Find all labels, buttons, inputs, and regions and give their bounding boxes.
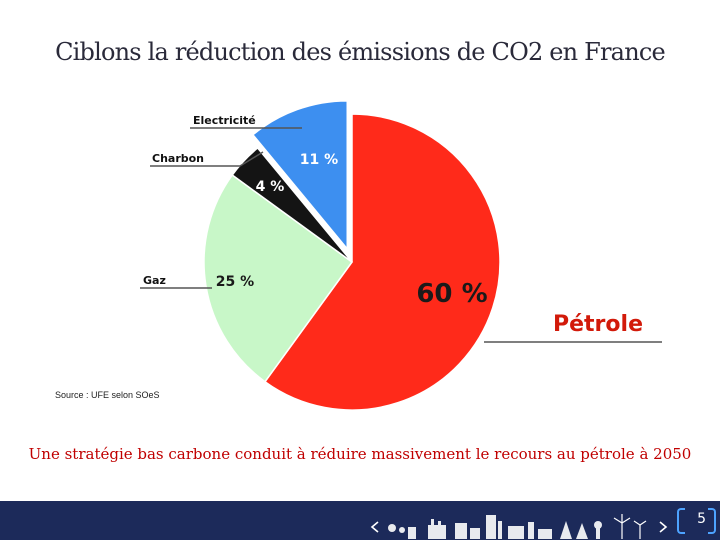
category-label-charbon: Charbon [152, 152, 204, 165]
wind-turbine-icon [613, 514, 647, 539]
page-bracket-right [708, 508, 716, 534]
leader-line-charbon [150, 151, 264, 167]
source-note: Source : UFE selon SOeS [55, 390, 160, 400]
page-bracket-left [677, 508, 685, 534]
pie-chart: 60 % Pétrole 25 % Gaz 4 % Charbon 11 % Electric… [140, 100, 662, 411]
category-label-electricité: Electricité [193, 114, 256, 127]
category-label-pétrole: Pétrole [553, 312, 643, 337]
pie-slice-pétrole [263, 113, 501, 411]
pie-slice-charbon [231, 146, 353, 263]
industry-skyline-icon [388, 515, 602, 539]
page-number: 5 [697, 511, 706, 527]
footer-bar: 5 [0, 501, 720, 540]
value-label-pétrole: 60 % [416, 279, 487, 309]
category-label-gaz: Gaz [143, 274, 166, 287]
pie-slice-gaz [203, 173, 354, 383]
value-label-charbon: 4 % [256, 179, 285, 195]
caption: Une stratégie bas carbone conduit à rédu… [28, 445, 692, 463]
value-label-gaz: 25 % [216, 274, 254, 290]
chevron-left-icon [370, 521, 379, 533]
chevron-right-icon [659, 521, 668, 533]
slide-title: Ciblons la réduction des émissions de CO… [55, 38, 666, 66]
value-label-electricité: 11 % [300, 152, 338, 168]
pie-slice-electricité [251, 100, 349, 251]
